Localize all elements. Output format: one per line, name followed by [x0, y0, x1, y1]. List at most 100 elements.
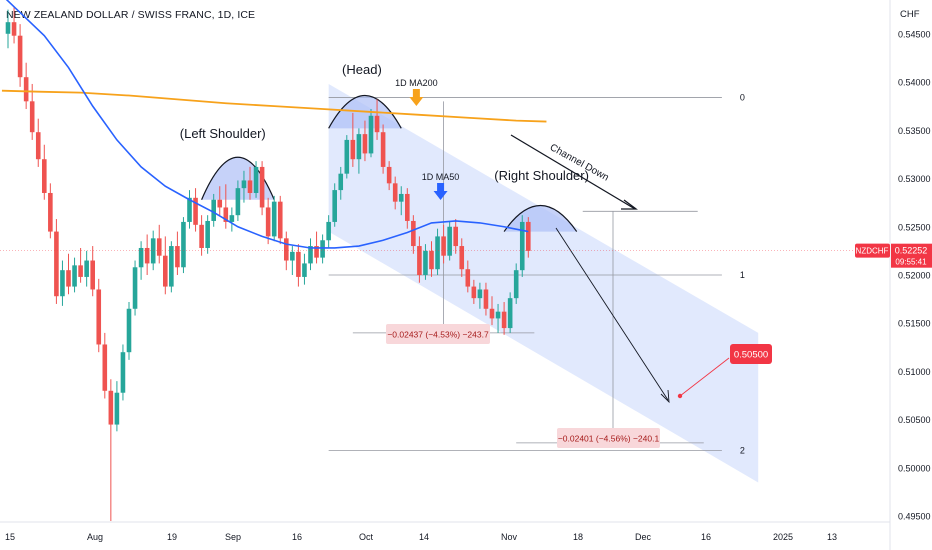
candle-body [265, 207, 271, 237]
ma50-label: 1D MA50 [422, 172, 460, 182]
price-tick-label: 0.50000 [898, 463, 931, 473]
price-tick-label: 0.49500 [898, 512, 931, 522]
candle-body [350, 139, 356, 160]
time-tick-label: 19 [167, 532, 177, 542]
left-shoulder-label: (Left Shoulder) [180, 126, 266, 141]
time-tick-label: Nov [501, 532, 518, 542]
candle-body [193, 197, 198, 225]
candle-body [453, 226, 458, 247]
candle-body [187, 197, 192, 222]
time-tick-label: 18 [573, 532, 583, 542]
candle-body [386, 166, 392, 184]
time-tick-label: 2025 [773, 532, 793, 542]
candle-body [513, 270, 519, 299]
candle-body [271, 201, 277, 237]
chart-title: NEW ZEALAND DOLLAR / SWISS FRANC, 1D, IC… [6, 9, 256, 21]
candle-body [429, 250, 434, 270]
candle-body [84, 260, 89, 277]
candle-body [181, 221, 186, 268]
candle-body [138, 247, 144, 268]
candle-body [507, 298, 513, 329]
candle-body [223, 207, 229, 222]
price-tick-label: 0.53000 [898, 174, 931, 184]
shoulder-left-arc [201, 156, 275, 200]
candle-body [441, 236, 446, 256]
ma50-line [5, 0, 529, 249]
candle-body [495, 311, 501, 319]
candle-body [5, 22, 11, 34]
channel-trend-arrow [510, 134, 636, 210]
target-connector [679, 357, 730, 397]
candle-body [241, 180, 247, 189]
fib-level-label: 0 [740, 92, 745, 102]
candle-body [277, 201, 283, 239]
candle-body [405, 193, 410, 221]
shoulder-right-arc [503, 205, 578, 232]
time-tick-label: 15 [5, 532, 15, 542]
candle-body [60, 270, 65, 297]
candle-body [314, 246, 319, 258]
channel-down-area [328, 83, 759, 483]
candle-body [380, 132, 386, 167]
candle-body [356, 134, 362, 160]
candle-body [120, 352, 126, 393]
last-price-badge [891, 243, 932, 268]
time-tick-label: Aug [87, 532, 103, 542]
candle-body [302, 263, 307, 277]
candle-body [368, 115, 374, 154]
measure-label: −0.02401 (−4.56%) −240.1 [558, 434, 660, 444]
candle-body [338, 173, 344, 191]
price-tick-label: 0.52500 [898, 222, 931, 232]
candle-body [235, 188, 241, 216]
candle-body [519, 221, 525, 271]
time-tick-label: 13 [827, 532, 837, 542]
countdown-label: 09:55:41 [895, 258, 927, 267]
measure-box [557, 428, 660, 448]
price-tick-label: 0.50500 [898, 415, 931, 425]
candle-body [392, 183, 398, 202]
candle-body [211, 199, 216, 221]
candle-body [465, 269, 471, 287]
candle-body [163, 255, 168, 287]
candle-body [290, 251, 295, 261]
candle-body [411, 220, 416, 247]
candle-body [332, 190, 337, 222]
time-tick-label: 16 [701, 532, 711, 542]
price-tick-label: 0.53500 [898, 126, 931, 136]
candle-body [169, 246, 174, 287]
candle-body [144, 247, 150, 264]
time-tick-label: 16 [292, 532, 302, 542]
candle-body [114, 392, 120, 425]
candle-body [199, 224, 204, 248]
candle-body [175, 246, 180, 268]
last-price-label: 0.52252 [895, 246, 928, 256]
price-tick-label: 0.51000 [898, 367, 931, 377]
candle-body [247, 180, 253, 193]
candle-body [320, 240, 325, 258]
candle-body [501, 311, 507, 329]
time-tick-label: 14 [419, 532, 429, 542]
symbol-label: NZDCHF [856, 247, 889, 256]
head-label: (Head) [342, 62, 382, 77]
candle-body [156, 238, 162, 256]
candle-body [217, 199, 223, 208]
time-tick-label: Oct [359, 532, 374, 542]
ma200-marker-arrow [409, 89, 424, 106]
currency-label: CHF [900, 9, 920, 20]
candle-body [72, 265, 77, 287]
measure-box [386, 324, 490, 344]
ma50-marker-arrow [433, 183, 448, 200]
candle-body [259, 166, 265, 208]
candle-body [284, 238, 289, 261]
candle-body [11, 22, 17, 36]
price-tick-label: 0.51500 [898, 319, 931, 329]
candle-body [398, 193, 404, 202]
candle-body [229, 215, 235, 222]
fib-level-label: 2 [740, 446, 745, 456]
price-tick-label: 0.52000 [898, 271, 931, 281]
projection-arrow [555, 227, 669, 401]
measure-label: −0.02437 (−4.53%) −243.7 [387, 330, 489, 340]
candle-body [35, 132, 41, 160]
time-tick-label: Sep [225, 532, 241, 542]
